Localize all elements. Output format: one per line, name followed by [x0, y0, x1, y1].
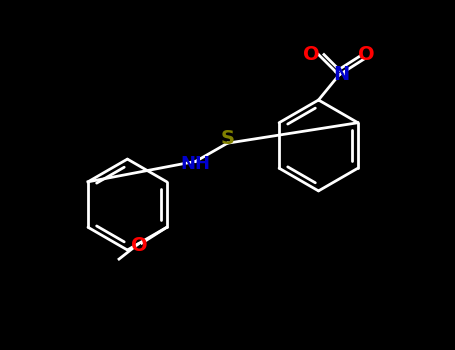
Text: N: N [333, 65, 349, 84]
Text: O: O [303, 45, 320, 64]
Text: O: O [358, 45, 374, 64]
Text: S: S [221, 129, 234, 148]
Text: NH: NH [181, 155, 211, 173]
Text: O: O [131, 236, 148, 255]
